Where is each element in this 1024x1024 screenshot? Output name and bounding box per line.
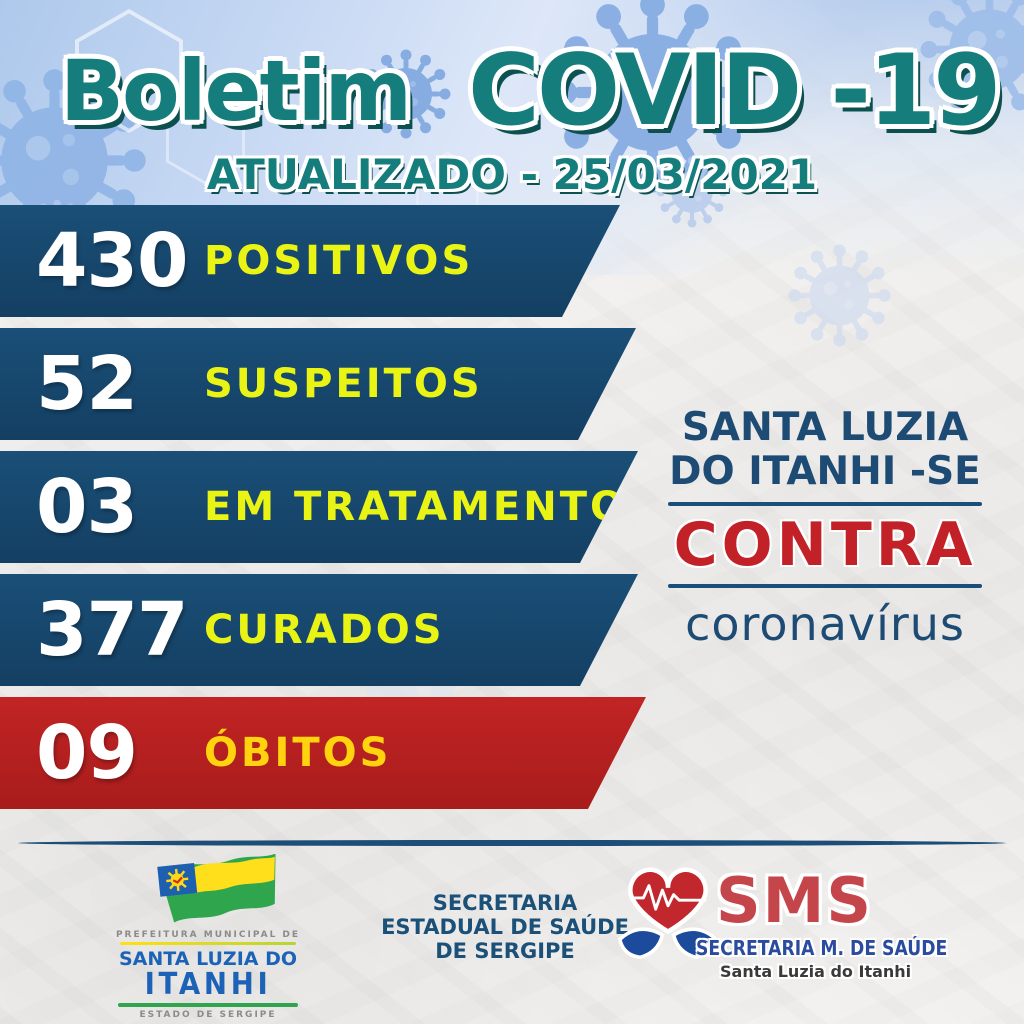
stat-label-em-tratamento: EM TRATAMENTO	[204, 484, 628, 530]
stat-value-curados: 377	[36, 587, 188, 673]
heart-ekg-hands-icon	[617, 867, 719, 960]
hexagon-icon	[166, 94, 245, 185]
stat-bar-suspeitos: 52 SUSPEITOS	[0, 328, 636, 440]
updated-date-label: ATUALIZADO - 25/03/2021	[206, 150, 818, 199]
campaign-coronavirus-label: coronavírus	[685, 597, 965, 652]
page-title-covid19: COVID -19	[468, 34, 1001, 148]
virus-icon	[788, 244, 891, 347]
state-health-caption: SECRETARIA ESTADUAL DE SAÚDE DE SERGIPE	[360, 891, 650, 964]
stat-label-positivos: POSITIVOS	[204, 238, 474, 284]
stat-value-em-tratamento: 03	[36, 464, 137, 550]
campaign-divider-bottom	[668, 584, 982, 589]
state-health-line2: ESTADUAL DE SAÚDE	[381, 914, 629, 939]
stat-bar-obitos: 09 ÓBITOS	[0, 697, 646, 809]
municipal-logo-green-rule	[118, 1003, 298, 1007]
sms-logo: SMS SECRETARIA M. DE SAÚDE Santa Luzia d…	[612, 852, 947, 1012]
page-title-boletim: Boletim	[60, 42, 412, 140]
hexagon-icon	[75, 8, 183, 134]
footer-divider-line	[18, 840, 1006, 846]
municipal-logo-bottom-caption: ESTADO DE SERGIPE	[139, 1010, 277, 1020]
stat-value-suspeitos: 52	[36, 341, 137, 427]
municipal-flag-icon	[157, 853, 276, 923]
municipal-logo-yellow-rule	[120, 942, 296, 945]
municipal-logo-name-line1: SANTA LUZIA DO	[118, 948, 298, 970]
sms-acronym: SMS	[716, 864, 874, 937]
campaign-contra-label: CONTRA	[673, 510, 977, 581]
stat-bar-positivos: 430 POSITIVOS	[0, 205, 620, 317]
sms-caption-line2: Santa Luzia do Itanhi	[720, 962, 912, 981]
state-health-line1: SECRETARIA	[432, 891, 578, 915]
municipal-logo-name-line2: ITANHI	[144, 967, 272, 1002]
footer: PREFEITURA MUNICIPAL DE SANTA LUZIA DO I…	[0, 852, 1024, 1024]
stat-label-curados: CURADOS	[204, 607, 445, 653]
campaign-location-line1: SANTA LUZIA	[681, 405, 969, 450]
stat-bar-curados: 377 CURADOS	[0, 574, 638, 686]
campaign-block: SANTA LUZIA DO ITANHI -SE CONTRA coronav…	[662, 406, 988, 651]
campaign-location-line2: DO ITANHI -SE	[669, 448, 981, 494]
stat-label-suspeitos: SUSPEITOS	[204, 361, 483, 407]
stat-value-obitos: 09	[36, 710, 137, 796]
municipal-logo: PREFEITURA MUNICIPAL DE SANTA LUZIA DO I…	[108, 853, 308, 1020]
stat-bar-em-tratamento: 03 EM TRATAMENTO	[0, 451, 638, 563]
state-health-line3: DE SERGIPE	[435, 938, 575, 963]
stat-value-positivos: 430	[36, 218, 188, 304]
sms-caption-line1: SECRETARIA M. DE SAÚDE	[696, 936, 948, 960]
campaign-divider-top	[668, 502, 982, 507]
stat-label-obitos: ÓBITOS	[204, 730, 392, 776]
municipal-logo-top-caption: PREFEITURA MUNICIPAL DE	[115, 930, 301, 940]
